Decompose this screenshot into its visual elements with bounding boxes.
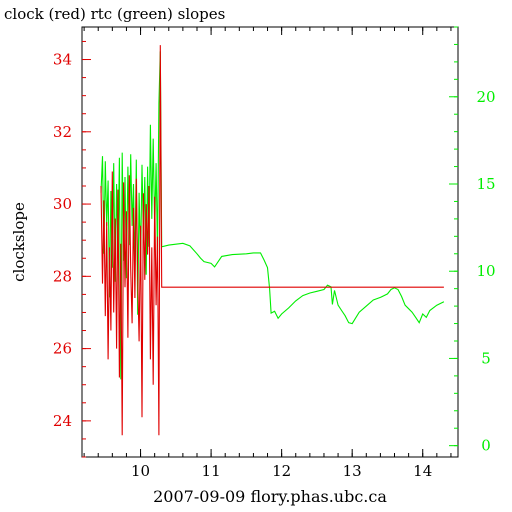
y-right-tick-label: 10 [476,262,495,280]
y-right-tick-label: 15 [476,175,495,193]
series-layer [100,45,445,436]
y-left-tick-label: 30 [53,195,72,213]
plot-frame [81,26,459,458]
y-left-tick-label: 34 [53,51,72,69]
y-right-tick-label: 5 [481,349,491,367]
chart-title: clock (red) rtc (green) slopes [4,5,225,23]
y-left-tick-label: 32 [53,123,72,141]
x-tick-label: 14 [413,462,432,480]
x-tick-label: 11 [202,462,221,480]
clock-series-line [100,45,444,436]
x-axis: 10 11 12 13 14 [83,27,452,480]
x-axis-label: 2007-09-09 flory.phas.ubc.ca [153,487,387,506]
y-left-tick-label: 28 [53,267,72,285]
y-axis-label: clockslope [10,202,28,282]
rtc-series-line [100,51,445,380]
x-tick-label: 10 [131,462,150,480]
y-left-tick-label: 24 [53,412,72,430]
y-axis-left: 24 26 28 30 32 34 [53,40,91,458]
x-tick-label: 12 [272,462,291,480]
y-axis-right: 0 5 10 15 20 [449,26,496,455]
y-right-tick-label: 0 [481,437,491,455]
y-right-tick-label: 20 [476,88,495,106]
y-left-tick-label: 26 [53,340,72,358]
x-tick-label: 13 [343,462,362,480]
